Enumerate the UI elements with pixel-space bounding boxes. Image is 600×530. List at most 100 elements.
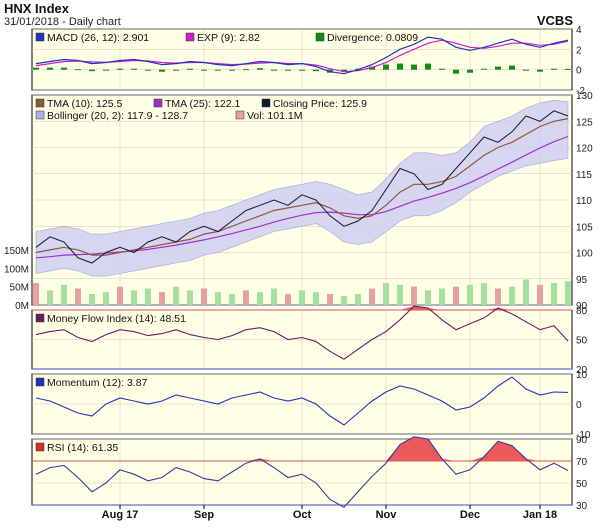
divergence-bar bbox=[61, 67, 67, 70]
y-tick-label: 100 bbox=[576, 249, 593, 260]
divergence-bar bbox=[103, 69, 109, 71]
volume-tick-label: 50M bbox=[10, 283, 29, 294]
legend-swatch bbox=[153, 98, 163, 108]
legend-swatch bbox=[35, 98, 45, 108]
volume-bar bbox=[453, 286, 459, 305]
divergence-bar bbox=[285, 69, 291, 71]
volume-tick-label: 150M bbox=[4, 246, 29, 257]
y-tick-label: 0 bbox=[576, 66, 582, 77]
divergence-bar bbox=[383, 64, 389, 70]
volume-bar bbox=[201, 288, 207, 305]
volume-bar bbox=[369, 288, 375, 305]
volume-bar bbox=[299, 290, 305, 305]
y-tick-label: 20 bbox=[576, 365, 588, 376]
volume-bar bbox=[523, 279, 529, 305]
volume-bar bbox=[75, 288, 81, 305]
volume-bar bbox=[565, 281, 571, 305]
volume-tick-label: 0M bbox=[15, 301, 29, 312]
legend-swatch bbox=[235, 110, 245, 120]
divergence-bar bbox=[341, 69, 347, 72]
y-tick-label: 110 bbox=[576, 196, 592, 207]
brand-label: VCBS bbox=[537, 13, 573, 28]
divergence-bar bbox=[229, 69, 235, 71]
divergence-bar bbox=[411, 64, 417, 70]
volume-bar bbox=[173, 286, 179, 305]
volume-bar bbox=[61, 284, 67, 305]
chart-date: 31/01/2018 - Daily chart bbox=[4, 16, 121, 28]
divergence-bar bbox=[495, 66, 501, 70]
legend-label: RSI (14): 61.35 bbox=[47, 442, 118, 454]
chart-title: HNX Index bbox=[4, 1, 70, 16]
divergence-bar bbox=[565, 68, 571, 70]
volume-bar bbox=[33, 283, 39, 305]
y-tick-label: 95 bbox=[576, 275, 588, 286]
volume-bar bbox=[411, 286, 417, 305]
indicator-line bbox=[35, 376, 569, 426]
y-tick-label: 30 bbox=[576, 501, 588, 512]
y-tick-label: 0 bbox=[576, 400, 582, 411]
legend-label: Bollinger (20, 2): 117.9 - 128.7 bbox=[47, 110, 188, 122]
divergence-bar bbox=[117, 68, 123, 70]
divergence-bar bbox=[243, 69, 249, 71]
x-tick-label: Jan 18 bbox=[523, 509, 557, 521]
divergence-bar bbox=[89, 69, 95, 72]
closing-price-line bbox=[35, 110, 569, 264]
divergence-bar bbox=[313, 69, 319, 72]
x-axis: Aug 17 Sep Oct Nov Dec Jan 18 bbox=[102, 505, 557, 521]
x-tick-label: Sep bbox=[194, 509, 214, 521]
divergence-bar bbox=[47, 67, 53, 70]
divergence-bar bbox=[215, 69, 221, 71]
divergence-bar bbox=[201, 69, 207, 71]
divergence-bar bbox=[425, 63, 431, 70]
divergence-bar bbox=[551, 68, 557, 70]
volume-bar bbox=[327, 294, 333, 305]
volume-bar bbox=[509, 286, 515, 305]
y-tick-label: -2 bbox=[576, 86, 585, 97]
volume-bar bbox=[215, 292, 221, 305]
x-tick-label: Oct bbox=[293, 509, 312, 521]
x-tick-label: Dec bbox=[460, 509, 480, 521]
y-tick-label: 120 bbox=[576, 144, 593, 155]
legend-label: TMA (10): 125.5 bbox=[47, 98, 122, 110]
divergence-bar bbox=[467, 69, 473, 73]
divergence-bar bbox=[33, 67, 39, 70]
x-tick-label: Nov bbox=[376, 509, 398, 521]
legend-label: Closing Price: 125.9 bbox=[273, 98, 367, 110]
y-tick-label: 105 bbox=[576, 222, 593, 233]
volume-bar bbox=[439, 288, 445, 305]
divergence-bar bbox=[439, 68, 445, 70]
volume-bar bbox=[383, 283, 389, 305]
volume-bar bbox=[243, 290, 249, 305]
divergence-bar bbox=[257, 68, 263, 70]
divergence-bar bbox=[159, 69, 165, 72]
volume-bar bbox=[355, 294, 361, 305]
legend-label: Divergence: 0.0809 bbox=[327, 32, 418, 44]
legend-swatch bbox=[185, 32, 195, 42]
divergence-bar bbox=[299, 69, 305, 71]
tma-10-line bbox=[35, 118, 569, 256]
volume-bar bbox=[47, 290, 53, 305]
volume-bar bbox=[271, 288, 277, 305]
legend-swatch bbox=[35, 110, 45, 120]
volume-bar bbox=[159, 292, 165, 305]
divergence-bar bbox=[75, 69, 81, 71]
legend-swatch bbox=[315, 32, 325, 42]
macd-line bbox=[35, 36, 569, 75]
volume-bar bbox=[313, 292, 319, 305]
legend-label: Money Flow Index (14): 48.51 bbox=[47, 313, 186, 325]
legend-label: Momentum (12): 3.87 bbox=[47, 377, 148, 389]
divergence-bar bbox=[523, 69, 529, 71]
y-tick-label: 90 bbox=[576, 301, 588, 312]
volume-bar bbox=[397, 284, 403, 305]
volume-bar bbox=[103, 292, 109, 305]
volume-bar bbox=[187, 290, 193, 305]
legend-swatch bbox=[35, 377, 45, 387]
divergence-bar bbox=[131, 68, 137, 70]
indicator-line bbox=[35, 436, 569, 508]
volume-bar bbox=[145, 288, 151, 305]
divergence-bar bbox=[187, 68, 193, 70]
bollinger-band bbox=[35, 99, 569, 277]
indicator-line bbox=[35, 305, 569, 360]
y-tick-label: 4 bbox=[576, 25, 582, 36]
